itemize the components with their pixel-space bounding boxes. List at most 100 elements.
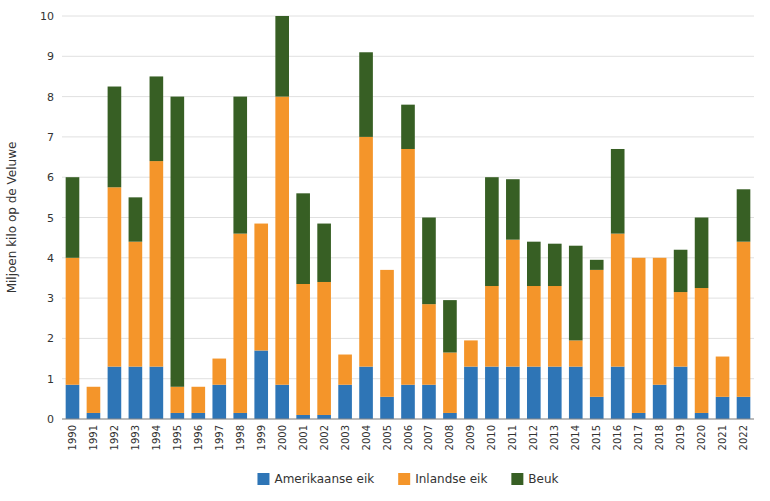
bar-segment [590,270,604,397]
x-tick-label: 2006 [403,425,414,450]
x-tick-label: 2022 [738,425,749,450]
bar-segment [212,358,226,359]
bar-segment [485,177,499,286]
bar-segment [212,359,226,385]
bar-segment [150,76,164,161]
bar-segment [611,234,625,367]
legend: Amerikaanse eik Inlandse eik Beuk [257,472,558,486]
bar-segment [191,387,205,413]
bar-segment [464,340,478,366]
grid-line [62,96,754,97]
y-tick-label: 2 [47,332,54,345]
bar-segment [464,367,478,419]
bar-segment [275,16,289,97]
chart-svg: 012345678910Miljoen kilo op de Veluwe199… [0,0,770,501]
x-tick-label: 2014 [570,425,581,450]
x-tick-label: 2010 [486,425,497,450]
bar-segment [422,218,436,305]
bar-segment [632,413,646,419]
bar-segment [443,413,457,419]
bar-segment [233,234,247,413]
x-tick-label: 1994 [151,425,162,450]
bar-segment [317,282,331,415]
bar-segment [527,242,541,286]
x-tick-label: 2007 [423,425,434,450]
bar-segment [296,193,310,284]
bar-segment [422,385,436,419]
bar-segment [485,286,499,367]
series [66,97,751,415]
bar-segment [296,284,310,415]
bar-segment [150,161,164,367]
legend-item: Beuk [511,472,558,486]
bar-segment [569,340,583,366]
bar-segment [506,179,520,239]
x-tick-label: 2002 [319,425,330,450]
bar-segment [443,353,457,413]
bar-segment [695,288,709,413]
bar-segment [150,367,164,419]
legend-swatch [398,473,410,485]
x-tick-label: 2019 [675,425,686,450]
bar-segment [674,367,688,419]
bar-segment [380,397,394,419]
bar-segment [422,304,436,385]
x-tick-label: 1993 [130,425,141,450]
bar-segment [737,397,751,419]
bar-segment [380,269,394,270]
bar-segment [611,149,625,234]
bar-segment [191,413,205,419]
bar-segment [695,218,709,289]
bar-segment [674,250,688,292]
bar-segment [191,386,205,387]
x-tick-label: 2012 [528,425,539,450]
bar-segment [275,97,289,385]
bar-segment [548,367,562,419]
bar-segment [527,286,541,367]
bar-segment [506,367,520,419]
bar-segment [674,292,688,367]
x-tick-label: 2003 [340,425,351,450]
legend-label: Inlandse eik [415,472,487,486]
bar-segment [653,385,667,419]
bar-segment [254,350,268,419]
bar-segment [653,257,667,258]
bar-segment [275,385,289,419]
x-tick-label: 1990 [67,425,78,450]
bar-segment [233,413,247,419]
bars [66,16,751,419]
bar-segment [171,387,185,413]
legend-label: Amerikaanse eik [274,472,374,486]
bar-segment [129,242,143,367]
bar-segment [129,197,143,241]
bar-segment [108,367,122,419]
x-tick-label: 2000 [277,425,288,450]
bar-segment [359,137,373,367]
y-tick-label: 8 [47,91,54,104]
x-tick-label: 2004 [361,425,372,450]
grid-line [62,56,754,57]
bar-segment [548,286,562,367]
bar-segment [632,257,646,258]
y-tick-label: 6 [47,171,54,184]
legend-item: Amerikaanse eik [257,472,374,486]
bar-segment [317,224,331,282]
bar-segment [66,177,80,258]
bar-segment [66,258,80,385]
x-tick-label: 1999 [256,425,267,450]
legend-swatch [511,473,523,485]
bar-segment [296,415,310,419]
bar-segment [653,258,667,385]
grid-line [62,16,754,17]
legend-swatch [257,473,269,485]
x-axis-line [62,419,754,420]
bar-segment [506,240,520,367]
y-axis: 012345678910 [40,10,754,426]
bar-segment [317,415,331,419]
y-tick-label: 7 [47,131,54,144]
y-axis-label: Miljoen kilo op de Veluwe [5,142,19,294]
bar-segment [233,97,247,234]
bar-segment [254,223,268,224]
bar-segment [716,357,730,397]
grid-line [62,419,754,420]
